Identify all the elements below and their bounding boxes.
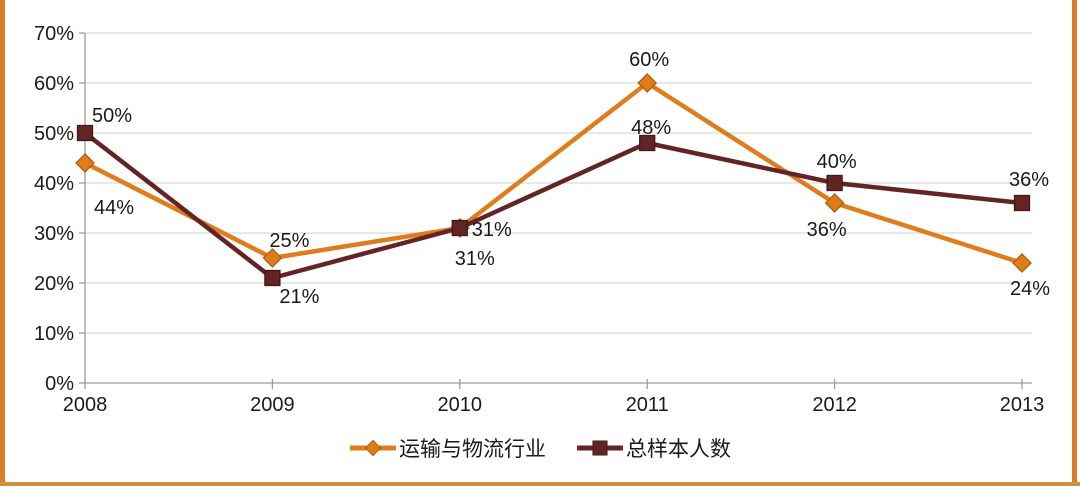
data-label: 21%: [279, 286, 319, 308]
y-tick-label: 30%: [34, 223, 74, 245]
data-label: 50%: [92, 105, 132, 127]
marker-square: [264, 269, 281, 287]
series-line-1: [82, 130, 1025, 281]
x-tick-label: 2012: [812, 394, 857, 416]
x-tick-label: 2010: [438, 394, 483, 416]
y-tick-label: 0%: [45, 373, 74, 395]
y-tick-label: 50%: [34, 123, 74, 145]
y-tick-label: 60%: [34, 73, 74, 95]
data-label: 60%: [629, 49, 669, 71]
data-label: 40%: [817, 151, 857, 173]
marker-diamond: [262, 248, 283, 268]
marker-square: [76, 124, 94, 142]
legend-label: 总样本人数: [626, 438, 731, 461]
data-label: 24%: [1010, 278, 1050, 300]
data-label: 25%: [269, 230, 309, 252]
x-tick-label: 2008: [63, 394, 108, 416]
y-tick-label: 10%: [34, 323, 74, 345]
legend-diamond-marker-icon: [350, 439, 396, 457]
data-label: 36%: [807, 219, 847, 241]
y-tick-label: 70%: [34, 23, 74, 45]
marker-square: [826, 174, 843, 192]
card-border-left: [0, 0, 5, 486]
chart-legend: 运输与物流行业 总样本人数: [0, 433, 1080, 463]
x-tick-label: 2009: [250, 394, 295, 416]
series-line-0: [82, 80, 1025, 266]
x-tick-label: 2011: [626, 394, 669, 416]
marker-diamond: [1012, 253, 1032, 273]
marker-diamond: [824, 193, 845, 213]
line-chart: 0% 10% 20% 30% 40% 50% 60% 70% 2008 2009 2010 2011 2…: [34, 23, 1050, 416]
data-label: 36%: [1009, 169, 1049, 191]
data-label: 31%: [472, 219, 512, 241]
legend-item-total-sample: 总样本人数: [576, 433, 731, 463]
x-tick-label: 2013: [1000, 394, 1045, 416]
marker-square: [451, 219, 468, 237]
y-tick-label: 40%: [34, 173, 74, 195]
legend-square-marker-icon: [577, 440, 623, 456]
card-border-right: [1072, 0, 1077, 486]
data-label: 44%: [94, 197, 134, 219]
marker-diamond: [637, 73, 658, 93]
y-tick-label: 20%: [34, 273, 74, 295]
legend-item-transport-logistics: 运输与物流行业: [349, 433, 546, 463]
data-label: 48%: [631, 117, 671, 139]
card-border-bottom: [0, 482, 1080, 486]
data-label: 31%: [455, 248, 495, 270]
legend-label: 运输与物流行业: [399, 438, 546, 461]
marker-square: [639, 134, 656, 152]
marker-diamond: [75, 153, 95, 173]
marker-square: [1013, 194, 1031, 212]
